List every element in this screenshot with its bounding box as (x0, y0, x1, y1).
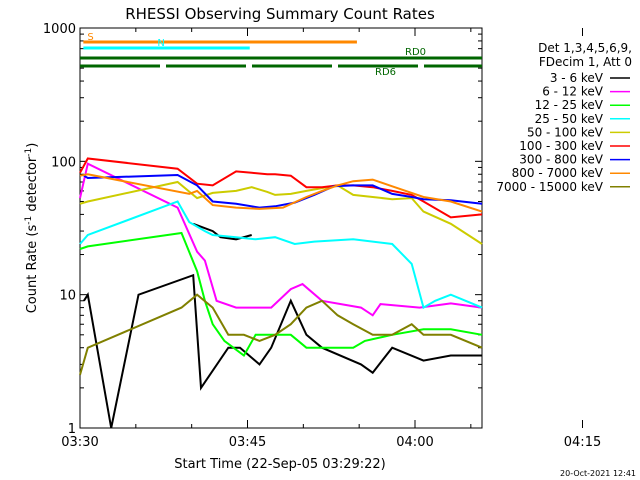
legend-label-7: 800 - 7000 keV (512, 166, 604, 180)
legend-label-8: 7000 - 15000 keV (496, 180, 603, 194)
legend-label-3: 25 - 50 keV (535, 112, 604, 126)
y-tick-label-0: 1 (68, 422, 76, 437)
state-label-1: N (157, 38, 164, 49)
y-axis-label-main: Count Rate (s (25, 225, 40, 314)
legend-label-2: 12 - 25 keV (535, 98, 604, 112)
y-axis-label-sup2: -1 (24, 148, 34, 157)
y-tick-label-2: 100 (51, 155, 76, 170)
legend-label-6: 300 - 800 keV (519, 153, 603, 167)
series-line-5 (79, 157, 483, 219)
y-axis-label: Count Rate (s-1 detector-1) (24, 143, 40, 314)
x-tick-label-1: 03:45 (229, 435, 266, 450)
x-tick-label-2: 04:00 (396, 435, 433, 450)
series-line-7 (79, 173, 483, 213)
x-axis-label: Start Time (22-Sep-05 03:29:22) (174, 457, 385, 472)
x-tick-label-3: 04:15 (564, 435, 601, 450)
timestamp: 20-Oct-2021 12:41 (560, 469, 636, 478)
y-axis-label-end: ) (25, 143, 40, 148)
series-line-1 (79, 162, 483, 317)
series-line-0 (83, 273, 482, 429)
series-line-4 (79, 180, 483, 245)
series-layer: S N RD0 RD6 (79, 32, 483, 429)
x-tick-label-0: 03:30 (61, 435, 98, 450)
info-line-2: FDecim 1, Att 0 (539, 55, 632, 69)
flag-label-1: RD6 (375, 67, 396, 78)
legend-label-5: 100 - 300 keV (519, 139, 603, 153)
series-line-3 (79, 200, 483, 310)
state-label-0: S (87, 32, 93, 43)
series-line-8 (79, 293, 483, 376)
flag-label-0: RD0 (405, 47, 426, 58)
legend-label-0: 3 - 6 keV (550, 71, 604, 85)
y-axis-label-mid: detector (25, 156, 40, 216)
y-tick-label-3: 1000 (43, 22, 76, 37)
y-axis: 1 10 100 1000 (43, 22, 482, 437)
chart-title: RHESSI Observing Summary Count Rates (125, 5, 435, 23)
info-line-1: Det 1,3,4,5,6,9, (538, 41, 632, 55)
legend-label-4: 50 - 100 keV (527, 125, 604, 139)
legend: Det 1,3,4,5,6,9, FDecim 1, Att 0 3 - 6 k… (496, 41, 632, 194)
y-axis-label-sup1: -1 (24, 216, 34, 225)
y-tick-label-1: 10 (59, 289, 76, 304)
legend-label-1: 6 - 12 keV (542, 85, 604, 99)
plot-area-frame (79, 27, 483, 429)
